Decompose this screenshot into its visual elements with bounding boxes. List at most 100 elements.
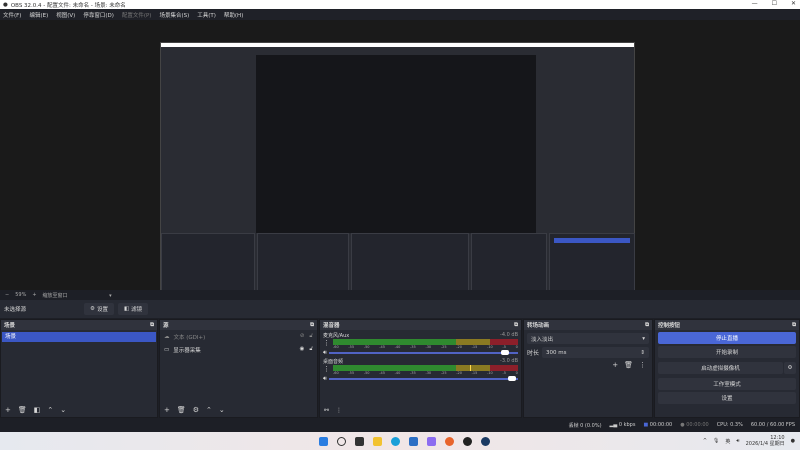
move-down-icon[interactable]: ⌄ <box>60 406 67 414</box>
menu-edit[interactable]: 编辑(E) <box>29 12 49 19</box>
meter-tick: -10 <box>487 371 493 375</box>
search-icon[interactable] <box>336 436 346 446</box>
move-up-icon[interactable]: ⌃ <box>47 406 54 414</box>
stop-streaming-button[interactable]: 停止直播 <box>658 332 796 344</box>
menu-file[interactable]: 文件(F) <box>3 12 22 19</box>
meter-tick: -55 <box>348 345 355 349</box>
more-icon[interactable]: ⋮ <box>336 406 343 414</box>
add-icon[interactable]: + <box>612 361 619 369</box>
lock-icon[interactable]: 🔓︎ <box>309 346 313 352</box>
undock-icon[interactable]: ⧉ <box>514 321 518 328</box>
add-icon[interactable]: + <box>5 406 11 414</box>
stream-time: ■ 00:00:00 <box>643 422 672 428</box>
stream-time-value: 00:00:00 <box>649 422 673 428</box>
source-label: 显示器采集 <box>173 347 201 354</box>
menu-profile[interactable]: 配置文件(P) <box>121 12 152 19</box>
lock-icon[interactable]: 🔓︎ <box>309 333 313 339</box>
meter-tick: -30 <box>425 371 432 375</box>
zoom-in-button[interactable]: + <box>32 292 37 298</box>
mixer-title: 混音器 <box>323 323 340 329</box>
meter-tick: -20 <box>456 371 462 375</box>
app-icon[interactable] <box>426 436 436 446</box>
spin-icon[interactable]: ⇕ <box>640 349 645 356</box>
add-icon[interactable]: + <box>164 406 170 414</box>
network-volume-icon[interactable]: 🔊︎ <box>736 438 740 444</box>
virtual-camera-settings-gear-icon[interactable]: ⚙ <box>784 362 796 374</box>
start-recording-button[interactable]: 开始录制 <box>658 346 796 358</box>
no-source-selected: 未选择源 <box>4 307 27 313</box>
maximize-button[interactable]: ☐ <box>771 0 777 7</box>
channel-name: 桌面音频 <box>323 359 344 365</box>
properties-label: 设置 <box>96 307 108 313</box>
preview-canvas[interactable] <box>0 20 800 310</box>
virtual-camera-button[interactable]: 启动虚拟摄像机 <box>658 362 783 374</box>
clock-time: 12:10 <box>770 435 785 441</box>
file-explorer-icon[interactable] <box>372 436 382 446</box>
minimize-button[interactable]: — <box>751 0 758 7</box>
undock-icon[interactable]: ⧉ <box>645 321 649 328</box>
trash-icon[interactable]: 🗑︎ <box>176 406 186 414</box>
menu-scene-collection[interactable]: 场景集合(S) <box>159 12 190 19</box>
volume-slider-handle[interactable] <box>500 350 509 355</box>
windows-start-icon[interactable] <box>318 436 328 446</box>
move-up-icon[interactable]: ⌃ <box>206 406 212 414</box>
volume-slider[interactable] <box>328 376 518 381</box>
source-item[interactable]: ▭ 显示器采集 ◉ 🔓︎ <box>160 343 317 356</box>
channel-menu-icon[interactable]: ⋮ <box>323 339 330 347</box>
zoom-out-button[interactable]: − <box>5 292 10 298</box>
task-view-icon[interactable] <box>354 436 364 446</box>
store-icon[interactable] <box>408 436 418 446</box>
clock[interactable]: 12:10 2026/1/4 星期日 <box>746 435 785 447</box>
eye-hidden-icon[interactable]: ⊘ <box>299 333 305 339</box>
advanced-audio-icon[interactable]: ⚯ <box>324 406 330 414</box>
menu-docks[interactable]: 停靠窗口(D) <box>83 12 114 19</box>
volume-slider-handle[interactable] <box>508 376 517 381</box>
scene-item[interactable]: 场景 <box>2 332 156 342</box>
zoom-mode-select[interactable]: 缩放至窗口 ▾ <box>43 292 112 299</box>
volume-slider[interactable] <box>328 350 518 355</box>
studio-mode-button[interactable]: 工作室模式 <box>658 378 796 390</box>
trash-icon[interactable]: 🗑︎ <box>624 361 633 369</box>
undock-icon[interactable]: ⧉ <box>310 321 314 328</box>
gear-icon: ⚙ <box>90 306 95 312</box>
edge-icon[interactable] <box>390 436 400 446</box>
meter-tick: -35 <box>410 345 416 349</box>
notification-icon[interactable]: ● <box>790 438 795 444</box>
steam-icon[interactable] <box>480 436 490 446</box>
clock-date: 2026/1/4 星期日 <box>745 441 785 447</box>
duration-value: 300 ms <box>546 349 567 356</box>
filters-button[interactable]: ◧ 滤镜 <box>117 303 149 315</box>
zoom-bar: − 59% + 缩放至窗口 ▾ <box>0 290 800 300</box>
scenes-title: 场景 <box>4 323 16 329</box>
duration-input[interactable]: 300 ms ⇕ <box>542 347 649 358</box>
eye-icon[interactable]: ◉ <box>299 346 305 352</box>
menu-view[interactable]: 视图(V) <box>56 12 76 19</box>
record-time: ● 00:00:00 <box>680 422 708 428</box>
source-item[interactable]: ☁ 文本 (GDI+) ⊘ 🔓︎ <box>160 330 317 343</box>
close-button[interactable]: ✕ <box>790 0 796 7</box>
gear-icon[interactable]: ⚙ <box>192 406 200 414</box>
undock-icon[interactable]: ⧉ <box>792 321 796 328</box>
filter-icon[interactable]: ◧ <box>33 406 41 414</box>
transitions-title: 转场动画 <box>527 323 550 329</box>
undock-icon[interactable]: ⧉ <box>150 321 154 328</box>
channel-menu-icon[interactable]: ⋮ <box>323 365 330 373</box>
speaker-icon[interactable]: 🔊︎ <box>323 375 327 382</box>
trash-icon[interactable]: 🗑︎ <box>17 406 27 414</box>
chevron-up-icon[interactable]: ^ <box>702 438 708 444</box>
obs-icon[interactable] <box>462 436 472 446</box>
menu-tools[interactable]: 工具(T) <box>197 12 216 19</box>
meter-tick: -60 <box>333 345 339 349</box>
microphone-icon[interactable]: 🎙︎ <box>713 438 720 444</box>
meter-tick: -55 <box>348 371 355 375</box>
settings-button[interactable]: 设置 <box>658 392 796 404</box>
source-label: 文本 (GDI+) <box>173 334 206 341</box>
menu-help[interactable]: 帮助(H) <box>223 12 244 19</box>
speaker-icon[interactable]: 🔊︎ <box>323 349 327 356</box>
transition-select[interactable]: 淡入淡出 ▾ <box>527 333 649 344</box>
properties-button[interactable]: ⚙ 设置 <box>84 303 114 315</box>
move-down-icon[interactable]: ⌄ <box>218 406 225 414</box>
more-icon[interactable]: ⋮ <box>639 361 646 369</box>
ime-icon[interactable]: 英 <box>725 438 731 445</box>
app2-icon[interactable] <box>444 436 454 446</box>
